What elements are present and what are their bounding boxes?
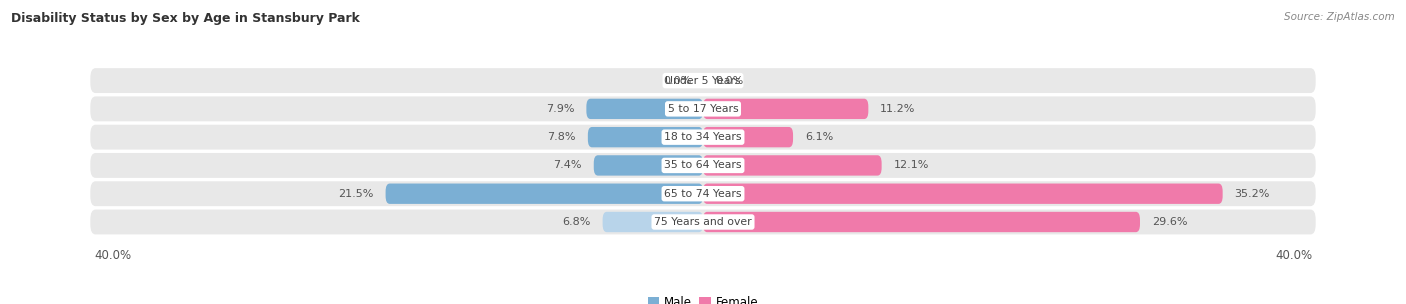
Text: 75 Years and over: 75 Years and over	[654, 217, 752, 227]
FancyBboxPatch shape	[593, 155, 703, 176]
Text: 21.5%: 21.5%	[339, 189, 374, 199]
Text: 29.6%: 29.6%	[1152, 217, 1187, 227]
FancyBboxPatch shape	[703, 99, 869, 119]
Text: 7.9%: 7.9%	[546, 104, 575, 114]
Text: 18 to 34 Years: 18 to 34 Years	[664, 132, 742, 142]
Text: Source: ZipAtlas.com: Source: ZipAtlas.com	[1284, 12, 1395, 22]
FancyBboxPatch shape	[703, 127, 793, 147]
FancyBboxPatch shape	[703, 212, 1140, 232]
FancyBboxPatch shape	[90, 153, 1316, 178]
Text: 11.2%: 11.2%	[880, 104, 915, 114]
Text: 0.0%: 0.0%	[664, 76, 692, 86]
FancyBboxPatch shape	[588, 127, 703, 147]
FancyBboxPatch shape	[603, 212, 703, 232]
FancyBboxPatch shape	[90, 96, 1316, 121]
Text: 7.4%: 7.4%	[554, 161, 582, 171]
Text: 0.0%: 0.0%	[714, 76, 742, 86]
FancyBboxPatch shape	[90, 209, 1316, 234]
Text: 7.8%: 7.8%	[547, 132, 576, 142]
Legend: Male, Female: Male, Female	[643, 292, 763, 304]
FancyBboxPatch shape	[385, 184, 703, 204]
FancyBboxPatch shape	[586, 99, 703, 119]
Text: 6.8%: 6.8%	[562, 217, 591, 227]
Text: Under 5 Years: Under 5 Years	[665, 76, 741, 86]
FancyBboxPatch shape	[90, 68, 1316, 93]
FancyBboxPatch shape	[90, 181, 1316, 206]
Text: 6.1%: 6.1%	[804, 132, 834, 142]
Text: 5 to 17 Years: 5 to 17 Years	[668, 104, 738, 114]
Text: 35.2%: 35.2%	[1234, 189, 1270, 199]
FancyBboxPatch shape	[703, 155, 882, 176]
Text: 35 to 64 Years: 35 to 64 Years	[664, 161, 742, 171]
Text: 65 to 74 Years: 65 to 74 Years	[664, 189, 742, 199]
FancyBboxPatch shape	[90, 125, 1316, 150]
FancyBboxPatch shape	[703, 184, 1223, 204]
Text: Disability Status by Sex by Age in Stansbury Park: Disability Status by Sex by Age in Stans…	[11, 12, 360, 25]
Text: 12.1%: 12.1%	[893, 161, 929, 171]
